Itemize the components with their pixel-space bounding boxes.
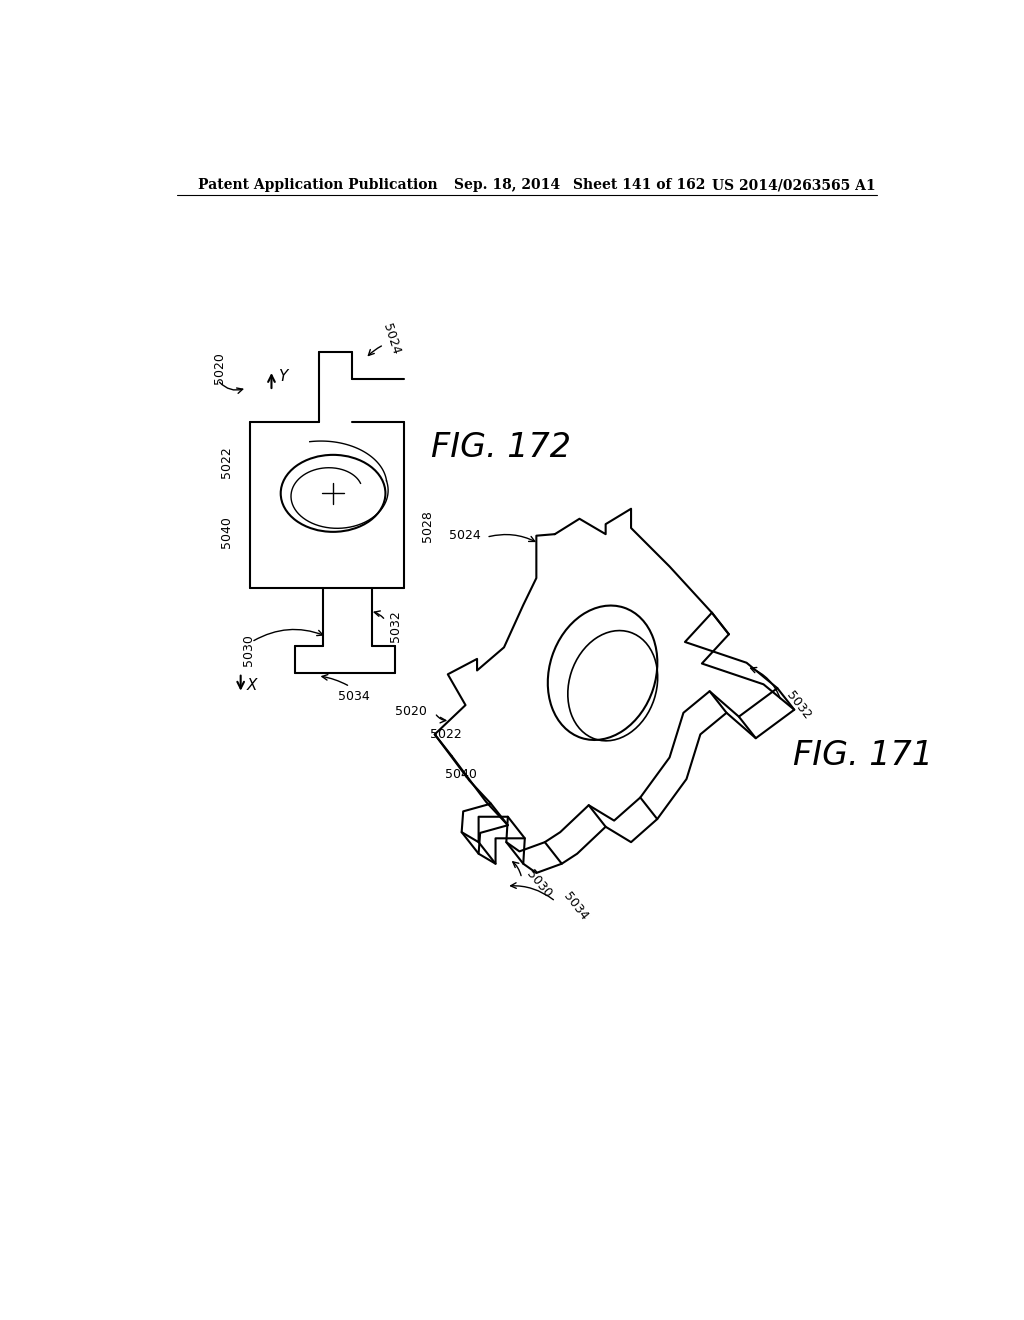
Text: 5030: 5030 <box>243 634 255 665</box>
Text: 5022: 5022 <box>220 446 233 478</box>
Text: 5040: 5040 <box>220 516 233 548</box>
Text: 5024: 5024 <box>450 529 481 543</box>
Text: Sheet 141 of 162: Sheet 141 of 162 <box>573 178 706 193</box>
Text: FIG. 171: FIG. 171 <box>793 739 933 772</box>
Text: Y: Y <box>278 368 287 384</box>
Text: 5020: 5020 <box>395 705 427 718</box>
Text: 5040: 5040 <box>445 768 477 781</box>
Text: 5030: 5030 <box>523 867 554 900</box>
Text: 5032: 5032 <box>783 689 813 722</box>
Text: 5032: 5032 <box>388 611 401 643</box>
Text: X: X <box>247 678 257 693</box>
Text: Patent Application Publication: Patent Application Publication <box>199 178 438 193</box>
Text: US 2014/0263565 A1: US 2014/0263565 A1 <box>712 178 876 193</box>
Text: 5034: 5034 <box>338 689 370 702</box>
Text: 5034: 5034 <box>560 890 590 924</box>
Text: FIG. 172: FIG. 172 <box>431 430 570 463</box>
Text: 5020: 5020 <box>213 352 226 384</box>
Text: Sep. 18, 2014: Sep. 18, 2014 <box>454 178 560 193</box>
Text: 5028: 5028 <box>421 511 434 543</box>
Text: 5024: 5024 <box>381 322 402 355</box>
Text: 5022: 5022 <box>430 727 462 741</box>
